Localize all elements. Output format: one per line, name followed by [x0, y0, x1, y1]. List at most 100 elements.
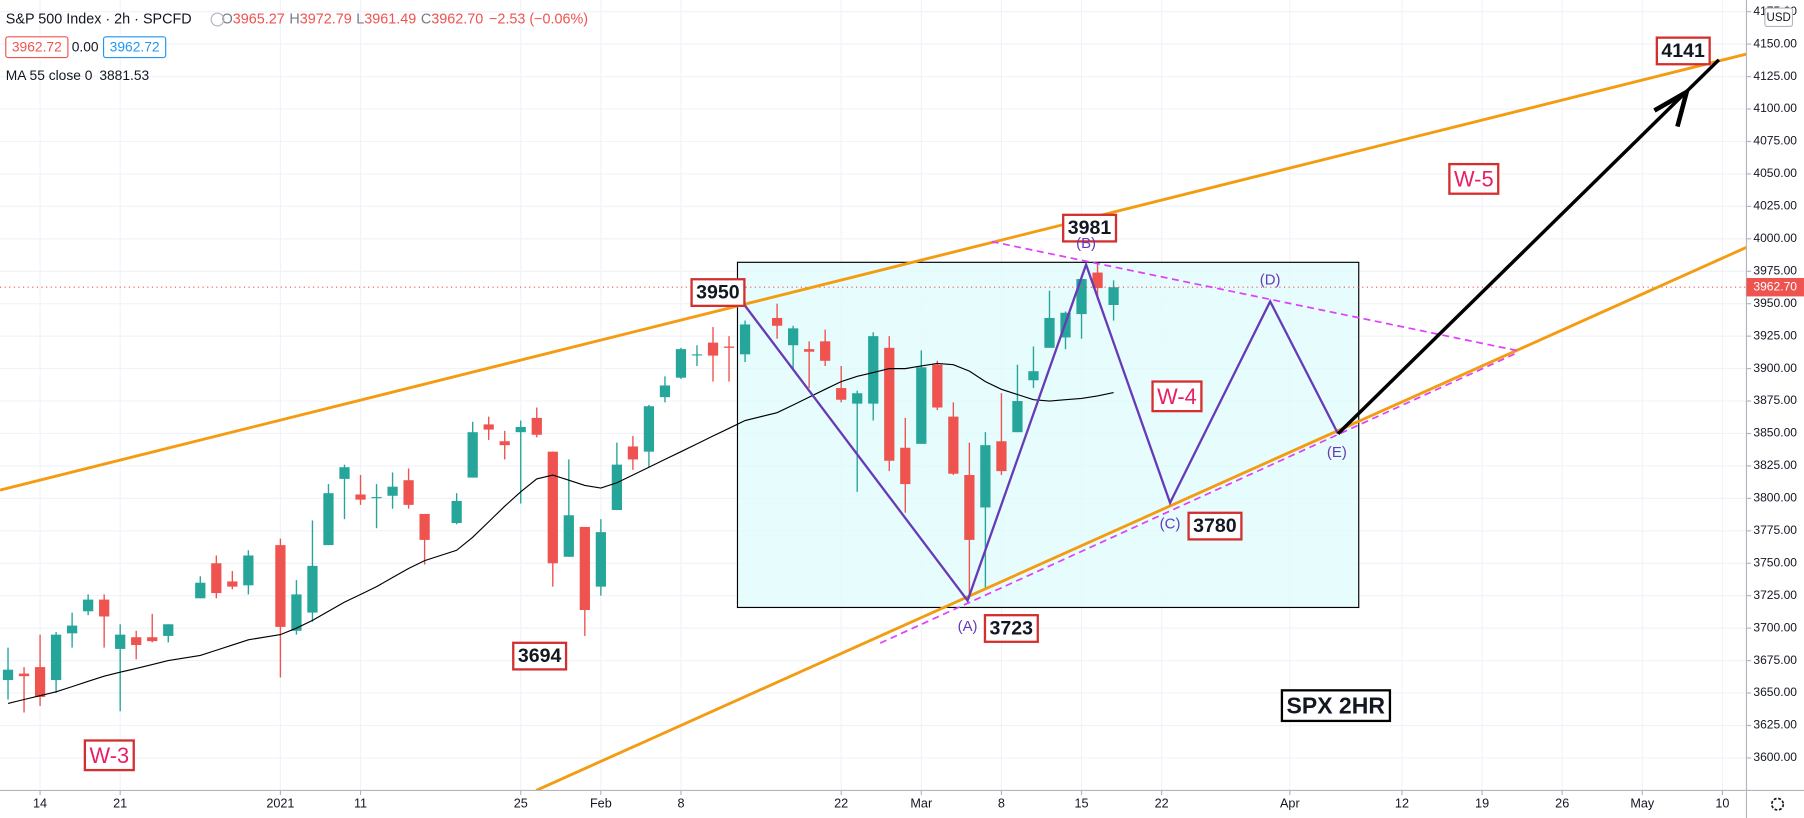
x-tick-label: 2021 [266, 797, 294, 811]
label-box [512, 641, 568, 671]
price-tag [1746, 278, 1804, 297]
y-tick-label: 4150.00 [1753, 36, 1797, 50]
candle-body [1044, 317, 1055, 348]
candle-body [34, 667, 46, 697]
time-axis-bg [0, 790, 1804, 818]
candle-body [419, 513, 430, 540]
candle-body [387, 486, 398, 496]
candle-body [243, 555, 254, 586]
candle-body [451, 500, 462, 524]
bid-box[interactable] [5, 36, 69, 59]
candle-body [707, 342, 719, 356]
candle-body [547, 451, 558, 564]
candle-body [275, 545, 286, 627]
x-tick-label: Mar [910, 797, 932, 811]
candle-body [147, 637, 158, 642]
label-box [1062, 213, 1118, 243]
x-tick-label: 12 [1395, 797, 1409, 811]
candle-body [50, 634, 62, 681]
level-label: 4141 [1661, 40, 1705, 62]
y-tick-label: 3600.00 [1753, 750, 1797, 764]
ohlc-value: 3962.70 [431, 11, 483, 27]
candle-body [66, 625, 78, 634]
legend-ohlc: S&P 500 Index · 2h · SPCFD O3965.27 H3972.… [6, 11, 588, 27]
point-label: (C) [1160, 516, 1181, 533]
point-label: (B) [1076, 235, 1096, 252]
candle-body [1012, 401, 1023, 433]
y-tick-label: 3700.00 [1753, 620, 1797, 634]
candle-body [515, 426, 526, 433]
wave-label: W-4 [1157, 384, 1197, 409]
triangle-lower [879, 352, 1517, 644]
ask-box[interactable] [102, 36, 167, 59]
candle-body [563, 515, 574, 557]
x-tick-label: Apr [1280, 797, 1300, 811]
point-label: (A) [958, 618, 978, 635]
candle-body [115, 634, 126, 649]
currency-box[interactable] [1764, 7, 1794, 28]
x-tick-label: 25 [514, 797, 528, 811]
x-tick-label: 19 [1475, 797, 1489, 811]
candle-body [307, 565, 318, 613]
ohlc-value: 3961.49 [364, 11, 416, 27]
ohlc-key: O [222, 11, 233, 27]
y-tick-label: 3750.00 [1753, 555, 1797, 569]
currency: USD [1767, 12, 1791, 24]
candle-body [739, 324, 751, 355]
candle-body [355, 494, 366, 500]
label-box [1448, 162, 1500, 195]
change: −2.53 (−0.06%) [489, 11, 588, 27]
ohlc-key: H [289, 11, 299, 27]
candle-body [884, 347, 895, 461]
label-box [1187, 511, 1243, 541]
y-tick-label: 3950.00 [1753, 296, 1797, 310]
y-tick-label: 4050.00 [1753, 166, 1797, 180]
candle-body [996, 441, 1007, 472]
arrow-line [1336, 58, 1721, 435]
spread: 0.00 [72, 39, 99, 54]
x-tick-label: 15 [1074, 797, 1088, 811]
price-tag-label: 3962.70 [1753, 279, 1797, 293]
channel-upper [0, 52, 1747, 492]
candle-body [291, 594, 302, 631]
candle-body [531, 417, 542, 435]
candle-body [1092, 272, 1103, 289]
candle-body [18, 673, 30, 677]
y-tick-label: 3675.00 [1753, 653, 1797, 667]
ma-legend: MA 55 close 0 3881.53 [6, 68, 150, 83]
y-tick-label: 3775.00 [1753, 523, 1797, 537]
settings-icon[interactable] [1770, 797, 1785, 811]
y-tick-label: 3900.00 [1753, 361, 1797, 375]
level-label: 3780 [1193, 515, 1237, 537]
candle-body [163, 624, 174, 636]
candle-body [820, 341, 831, 361]
label-box [983, 614, 1039, 643]
x-tick-label: Feb [590, 797, 612, 811]
x-tick-label: 10 [1715, 797, 1729, 811]
ohlc-value: 3972.79 [300, 11, 352, 27]
candle-body [579, 526, 590, 610]
wave-path [743, 261, 1340, 603]
candle-body [868, 336, 879, 404]
candle-body [659, 385, 671, 398]
level-label: 3723 [990, 617, 1034, 639]
candle-body [723, 346, 735, 348]
x-tick-label: 26 [1555, 797, 1569, 811]
candle-body [371, 497, 382, 499]
candle-body [1108, 287, 1119, 305]
candle-body [980, 445, 991, 508]
y-tick-label: 4000.00 [1753, 231, 1797, 245]
ask: 3962.72 [110, 39, 160, 54]
plot [0, 263, 1747, 713]
candle-body [195, 582, 206, 599]
candle-body [339, 467, 350, 479]
candle-body [483, 424, 494, 430]
axes: 3600.00 3625.00 3650.00 3675.00 3700.00 3725.… [33, 4, 1804, 811]
wave-label: W-5 [1454, 166, 1494, 191]
candle-body [611, 464, 623, 511]
candle-body [787, 328, 799, 346]
candle-body [1028, 371, 1039, 381]
legend: S&P 500 Index · 2h · SPCFD O3965.27 H3972.… [5, 7, 1794, 811]
arrow-head [1653, 87, 1691, 128]
